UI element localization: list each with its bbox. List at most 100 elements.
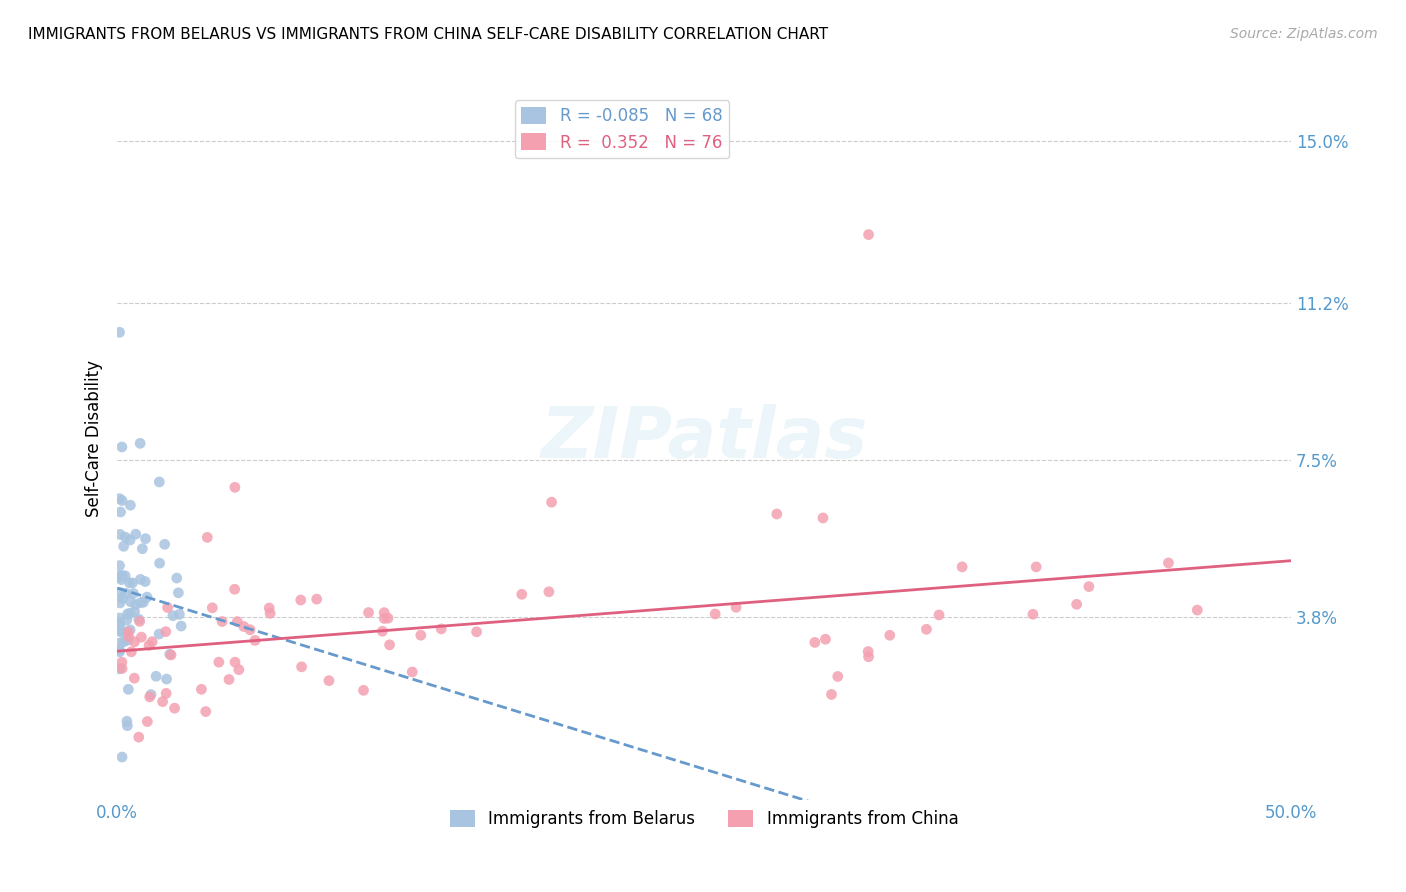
Point bbox=[118, 607, 141, 621]
Point bbox=[115, 714, 138, 729]
Point bbox=[465, 624, 488, 639]
Y-axis label: Self-Care Disability: Self-Care Disability bbox=[86, 360, 103, 517]
Point bbox=[195, 530, 218, 544]
Point bbox=[159, 647, 181, 661]
Text: IMMIGRANTS FROM BELARUS VS IMMIGRANTS FROM CHINA SELF-CARE DISABILITY CORRELATIO: IMMIGRANTS FROM BELARUS VS IMMIGRANTS FR… bbox=[28, 27, 828, 42]
Point bbox=[131, 541, 153, 556]
Point bbox=[108, 645, 131, 659]
Point bbox=[170, 619, 193, 633]
Point bbox=[124, 671, 146, 685]
Point bbox=[125, 598, 148, 612]
Point bbox=[110, 585, 132, 599]
Point bbox=[118, 630, 141, 644]
Point bbox=[377, 611, 399, 625]
Point bbox=[117, 607, 139, 621]
Point bbox=[108, 636, 131, 650]
Point bbox=[155, 686, 177, 700]
Point bbox=[160, 648, 183, 662]
Point bbox=[190, 682, 212, 697]
Point bbox=[820, 688, 842, 702]
Point bbox=[1025, 560, 1047, 574]
Point bbox=[138, 638, 160, 652]
Point bbox=[120, 645, 142, 659]
Point bbox=[194, 705, 217, 719]
Point bbox=[148, 627, 170, 641]
Point bbox=[124, 605, 146, 619]
Point bbox=[152, 695, 174, 709]
Point bbox=[139, 688, 162, 702]
Point bbox=[108, 624, 131, 639]
Point bbox=[155, 672, 177, 686]
Point bbox=[537, 584, 560, 599]
Text: ZIPatlas: ZIPatlas bbox=[540, 404, 868, 473]
Point bbox=[156, 600, 179, 615]
Point bbox=[163, 701, 186, 715]
Point bbox=[145, 669, 167, 683]
Point bbox=[117, 625, 139, 640]
Point bbox=[208, 655, 231, 669]
Point bbox=[129, 573, 152, 587]
Point bbox=[124, 634, 146, 648]
Point bbox=[136, 714, 159, 729]
Point bbox=[401, 665, 423, 679]
Point bbox=[117, 719, 139, 733]
Point bbox=[111, 625, 134, 640]
Point bbox=[232, 619, 254, 633]
Point bbox=[112, 635, 135, 649]
Point bbox=[228, 663, 250, 677]
Point bbox=[353, 683, 375, 698]
Point bbox=[118, 533, 141, 547]
Point bbox=[108, 596, 131, 610]
Point bbox=[129, 436, 152, 450]
Point bbox=[257, 601, 280, 615]
Point bbox=[224, 480, 246, 494]
Point bbox=[122, 586, 145, 600]
Point bbox=[811, 511, 834, 525]
Point bbox=[218, 673, 240, 687]
Point bbox=[111, 591, 134, 606]
Point bbox=[704, 607, 727, 621]
Point bbox=[155, 624, 177, 639]
Point bbox=[108, 326, 131, 340]
Point bbox=[879, 628, 901, 642]
Point bbox=[1066, 597, 1088, 611]
Point bbox=[1022, 607, 1045, 622]
Point bbox=[132, 595, 155, 609]
Point bbox=[129, 596, 152, 610]
Point bbox=[115, 613, 138, 627]
Point bbox=[128, 615, 150, 629]
Point bbox=[827, 669, 849, 683]
Point bbox=[120, 623, 142, 637]
Point bbox=[111, 440, 134, 454]
Point bbox=[928, 607, 950, 622]
Point bbox=[120, 594, 142, 608]
Point bbox=[162, 608, 184, 623]
Point bbox=[224, 582, 246, 597]
Point bbox=[153, 537, 176, 551]
Point bbox=[111, 750, 134, 764]
Point bbox=[108, 558, 131, 573]
Point bbox=[108, 611, 131, 625]
Point bbox=[138, 690, 160, 704]
Point bbox=[305, 592, 328, 607]
Point bbox=[318, 673, 340, 688]
Point bbox=[166, 571, 188, 585]
Text: Source: ZipAtlas.com: Source: ZipAtlas.com bbox=[1230, 27, 1378, 41]
Point bbox=[135, 532, 157, 546]
Point bbox=[430, 622, 453, 636]
Point bbox=[121, 575, 143, 590]
Point bbox=[128, 730, 150, 744]
Point bbox=[226, 615, 249, 629]
Point bbox=[108, 662, 131, 676]
Point bbox=[117, 633, 139, 648]
Point bbox=[211, 615, 233, 629]
Point bbox=[259, 607, 281, 621]
Point bbox=[409, 628, 432, 642]
Point bbox=[167, 586, 190, 600]
Point bbox=[131, 630, 153, 644]
Point bbox=[111, 493, 134, 508]
Point bbox=[378, 638, 401, 652]
Point bbox=[108, 491, 131, 506]
Point bbox=[136, 590, 159, 604]
Point bbox=[373, 606, 395, 620]
